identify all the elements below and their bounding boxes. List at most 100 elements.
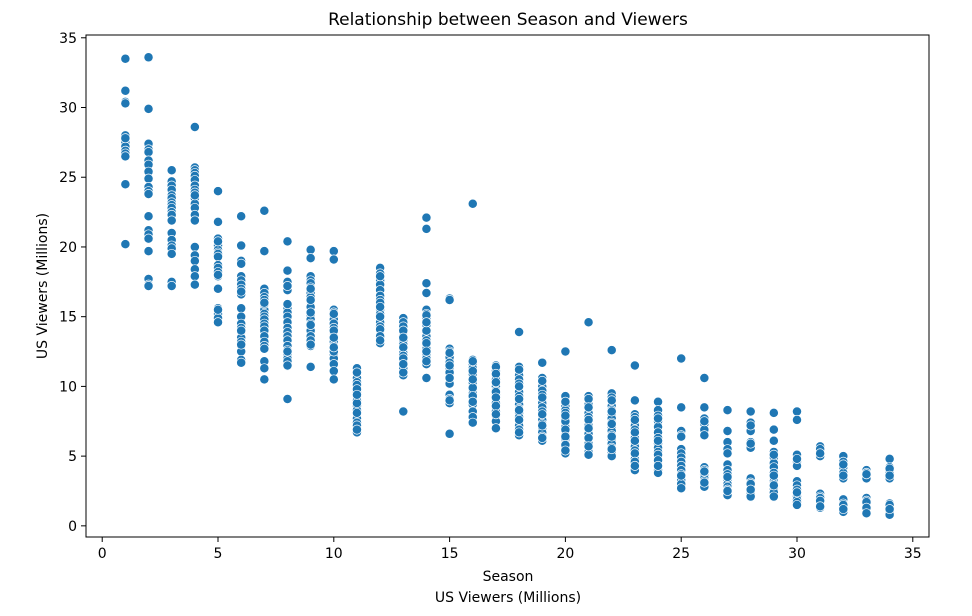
data-point (583, 423, 594, 434)
data-point (421, 212, 432, 223)
data-point (676, 402, 687, 413)
y-axis-label: US Viewers (Millions) (35, 213, 51, 359)
data-point (745, 484, 756, 495)
data-point (653, 460, 663, 471)
x-tick-label: 5 (214, 546, 223, 562)
data-point (861, 508, 872, 519)
data-point (143, 103, 154, 114)
data-point (236, 357, 247, 368)
data-point (699, 477, 710, 488)
data-point (768, 480, 779, 491)
data-point (305, 361, 316, 372)
data-point (328, 342, 339, 353)
data-point (398, 367, 409, 378)
data-point (352, 389, 362, 400)
data-point (768, 407, 779, 418)
data-point (583, 441, 594, 452)
data-point (213, 283, 223, 294)
data-point (490, 409, 501, 420)
data-point (352, 424, 362, 435)
data-point (490, 368, 501, 379)
data-point (467, 417, 478, 428)
x-tick-label: 0 (98, 546, 107, 562)
data-point (143, 147, 154, 158)
data-point (352, 398, 362, 409)
data-point (514, 327, 525, 337)
data-point (259, 205, 270, 216)
data-point (629, 395, 640, 406)
x-axis-label: Season (483, 569, 534, 585)
data-point (653, 413, 663, 424)
data-point (398, 406, 409, 417)
data-point (421, 278, 432, 289)
y-tick-label: 25 (59, 170, 77, 186)
data-point (282, 394, 293, 404)
data-point (352, 367, 362, 378)
data-point (189, 255, 200, 266)
data-point (328, 332, 339, 343)
x-axis: 0 5 10 15 20 25 30 35 (98, 537, 922, 562)
data-point (467, 366, 478, 377)
data-point (213, 269, 223, 280)
data-point (143, 52, 154, 63)
data-point (583, 449, 594, 460)
data-point (514, 381, 525, 392)
data-point (166, 248, 177, 259)
data-point (259, 363, 270, 374)
data-point (560, 431, 571, 442)
data-point (699, 466, 710, 477)
data-point (189, 122, 200, 132)
data-point (236, 211, 247, 222)
data-point (792, 487, 802, 498)
data-point (467, 356, 478, 367)
data-point (467, 374, 478, 385)
data-point (236, 240, 247, 251)
data-point (722, 426, 733, 436)
data-point (514, 405, 525, 416)
data-point (560, 445, 571, 456)
data-point (676, 483, 687, 494)
data-point (236, 325, 247, 336)
data-point (143, 189, 154, 199)
data-point (583, 317, 594, 328)
data-point (861, 469, 872, 480)
data-point (629, 427, 640, 438)
data-point (699, 402, 710, 413)
data-point (375, 311, 386, 322)
data-point (676, 353, 687, 364)
data-point (282, 265, 293, 276)
data-point (328, 254, 339, 265)
data-point (629, 435, 640, 446)
data-point (236, 286, 247, 297)
data-point (282, 360, 293, 371)
data-point (467, 396, 478, 407)
data-point (884, 504, 895, 515)
plot-frame (85, 34, 930, 538)
data-point (768, 424, 779, 435)
data-point (768, 435, 779, 446)
data-point (120, 85, 131, 96)
data-point (514, 427, 525, 438)
data-point (606, 345, 617, 356)
data-point (282, 236, 293, 247)
data-point (745, 438, 756, 449)
data-point (143, 211, 154, 222)
data-point (143, 173, 154, 184)
data-point (444, 395, 455, 406)
data-point (421, 346, 432, 357)
data-point (421, 288, 432, 298)
data-point (537, 392, 548, 403)
data-point (120, 53, 131, 64)
data-point (143, 233, 154, 244)
data-point (722, 405, 733, 416)
data-point (444, 373, 455, 383)
data-point (606, 395, 617, 406)
data-point (375, 271, 386, 282)
data-point (120, 179, 131, 190)
data-point (421, 317, 432, 328)
data-point (120, 133, 131, 144)
data-point (421, 356, 432, 367)
x-tick-label: 35 (904, 546, 922, 562)
data-point (792, 453, 802, 464)
